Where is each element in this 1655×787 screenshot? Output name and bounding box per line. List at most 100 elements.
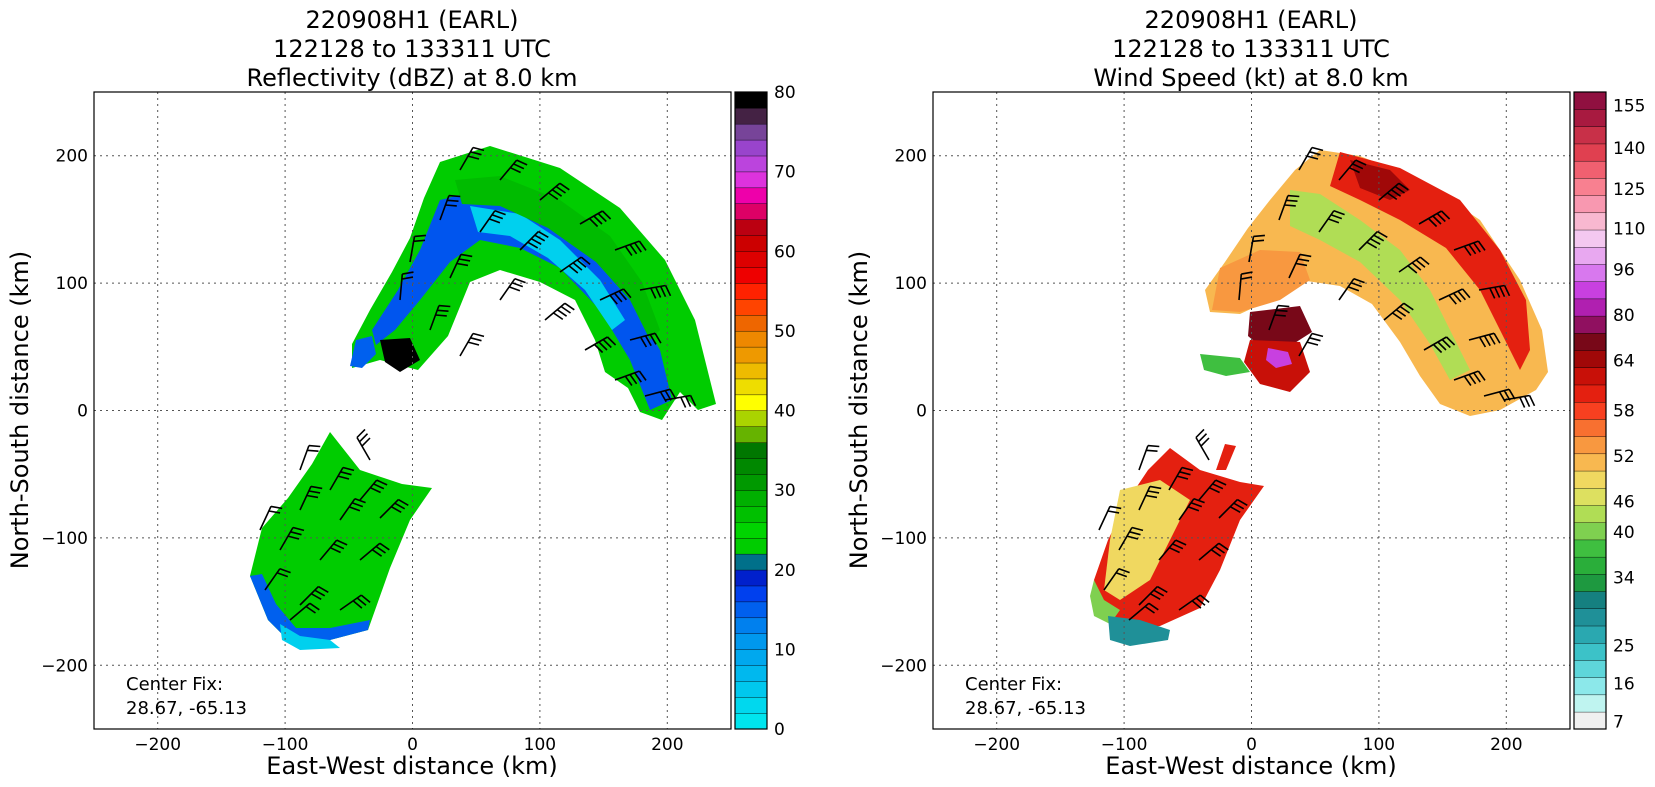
colorbar-segment [1573, 522, 1607, 541]
colorbar-segment [734, 553, 768, 571]
wind-barb [1158, 539, 1187, 561]
wind-band-north-orange [1212, 250, 1310, 312]
colorbar-segment [734, 91, 768, 109]
colorbar-segment [1573, 315, 1607, 334]
y-tick-label: 200 [895, 147, 927, 167]
wind-barb [264, 567, 291, 591]
wind-band-north-red [1330, 152, 1530, 370]
colorbar-tick-label: 140 [1613, 139, 1645, 159]
plot-frame [932, 91, 1571, 730]
colorbar-segment [734, 362, 768, 380]
colorbar-tick-label: 50 [774, 322, 796, 342]
x-axis-label: East-West distance (km) [1105, 752, 1396, 780]
reflectivity-band-north-inner [455, 176, 660, 340]
y-tick-label: 0 [77, 402, 88, 422]
wind-barb [1418, 210, 1451, 228]
wind-barb [1483, 388, 1516, 403]
wind-barb [539, 182, 570, 201]
wind-barb [279, 526, 305, 551]
colorbar-segment [734, 314, 768, 332]
wind-barb [1438, 288, 1471, 305]
colorbar-segment [1573, 504, 1607, 523]
colorbar-segment [734, 298, 768, 316]
wind-barb [379, 498, 409, 519]
colorbar-segment [1573, 453, 1607, 472]
colorbar-segment [734, 537, 768, 555]
colorbar-tick-label: 60 [774, 242, 796, 262]
wind-barb [629, 332, 662, 348]
colorbar-segment [734, 187, 768, 204]
wind-barb [339, 497, 366, 521]
panel-title-line-2: 122128 to 133311 UTC [273, 35, 551, 63]
wind-barb [579, 210, 612, 228]
wind-barb [1178, 497, 1205, 521]
wind-barb [359, 479, 388, 501]
colorbar-segment [1573, 436, 1607, 455]
wind-barb [584, 336, 617, 354]
wind-inner-green [1200, 354, 1250, 376]
colorbar-segment [734, 505, 768, 523]
wind-barb [1118, 526, 1144, 551]
colorbar-segment [734, 219, 768, 236]
colorbar-segment [734, 107, 768, 125]
colorbar-segment [1573, 298, 1607, 317]
wind-inner-maroon [1248, 306, 1312, 348]
colorbar-frame [1573, 91, 1607, 730]
wind-barb [1278, 194, 1300, 221]
x-tick-label: 100 [1363, 735, 1395, 755]
wind-barb [1098, 505, 1122, 531]
colorbar-segment [1573, 539, 1607, 558]
center-fix-label: Center Fix: [126, 674, 223, 695]
colorbar-segment [734, 489, 768, 507]
wind-barb [429, 304, 451, 331]
colorbar-segment [1573, 642, 1607, 661]
colorbar-segment [734, 203, 768, 220]
wind-barb [1358, 230, 1388, 251]
colorbar-tick-label: 30 [774, 481, 796, 501]
wind-barb [1195, 428, 1210, 461]
colorbar-segment [1573, 556, 1607, 575]
panel-title-line-2: 122128 to 133311 UTC [1112, 35, 1390, 63]
wind-barb [519, 230, 549, 251]
colorbar-segment [1573, 418, 1607, 437]
y-tick-labels: 200 100 0 −100 −200 [41, 147, 88, 677]
colorbar-segment [734, 139, 768, 157]
colorbar-segment [1573, 711, 1607, 730]
wind-barb [1198, 542, 1229, 561]
colorbar-segment [734, 474, 768, 491]
x-tick-label: 0 [1246, 735, 1257, 755]
reflectivity-band-south-low [280, 624, 340, 650]
wind-barb [1198, 479, 1227, 501]
colorbar-segment [1573, 143, 1607, 162]
colorbar-segment [1573, 591, 1607, 609]
colorbar-segment [1573, 263, 1607, 282]
colorbar-tick-label: 70 [774, 163, 796, 183]
x-tick-label: 0 [407, 735, 418, 755]
y-tick-label: −100 [41, 529, 88, 549]
colorbar-segment [734, 649, 768, 666]
wind-south-band-teal [1108, 616, 1170, 646]
wind-barb [1218, 498, 1248, 519]
colorbar-segment [734, 633, 768, 650]
colorbar-segment [734, 155, 768, 173]
colorbar-tick-label: 125 [1613, 180, 1645, 200]
plot-frame [93, 91, 732, 730]
colorbar-tick-labels: 7 16 25 34 40 46 52 58 64 80 96 110 125 140 155 [1613, 97, 1645, 733]
colorbar-segment [1573, 246, 1607, 265]
center-fix-value: 28.67, -65.13 [126, 698, 247, 719]
reflectivity-field [250, 146, 716, 650]
colorbar-segment [1573, 177, 1607, 196]
colorbar-segment [1573, 401, 1607, 420]
colorbar-segment [1573, 573, 1607, 592]
colorbar-segment [734, 282, 768, 300]
wind-barb [459, 332, 485, 357]
colorbar-segment [1573, 625, 1607, 644]
wind-barb [359, 542, 390, 561]
colorbar-segment [734, 521, 768, 539]
y-tick-label: 0 [916, 402, 927, 422]
colorbar-segment [734, 696, 768, 714]
colorbar-tick-label: 10 [774, 640, 796, 660]
x-tick-label: 200 [1490, 735, 1522, 755]
colorbar-tick-label: 64 [1613, 351, 1635, 371]
